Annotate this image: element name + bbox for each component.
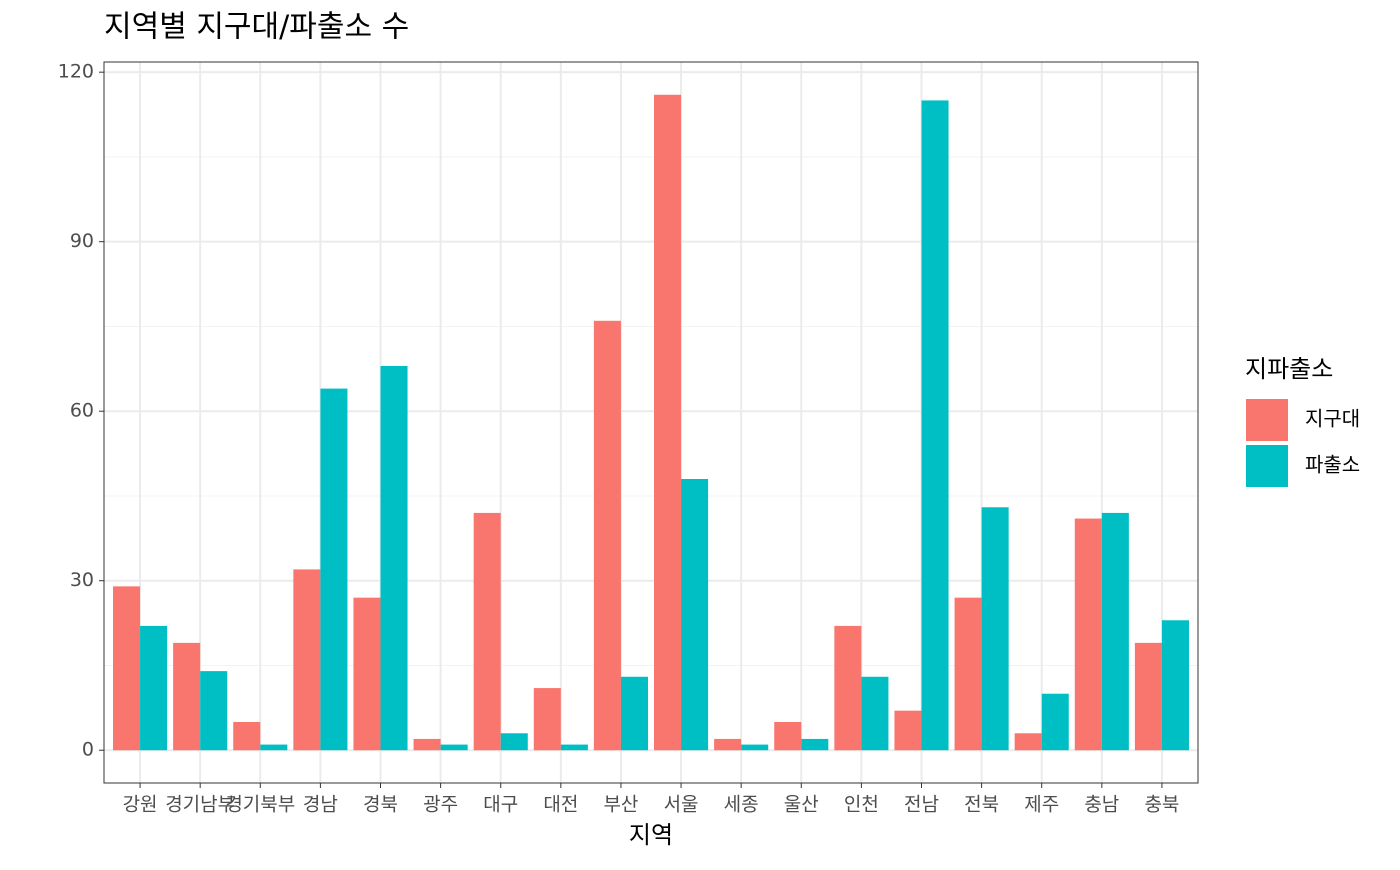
legend-title: 지파출소 bbox=[1245, 355, 1333, 383]
bar bbox=[293, 569, 321, 751]
bar bbox=[620, 676, 648, 751]
bar bbox=[1101, 512, 1129, 751]
plot-border bbox=[103, 61, 1199, 784]
x-tick-label: 충북 bbox=[1144, 794, 1179, 816]
x-tick-label: 전남 bbox=[904, 794, 939, 816]
bar bbox=[1161, 620, 1189, 751]
x-tick-label: 전북 bbox=[964, 794, 999, 816]
legend-label: 파출소 bbox=[1305, 453, 1360, 477]
bar bbox=[834, 625, 862, 751]
y-tick-label: 0 bbox=[82, 739, 94, 761]
bar bbox=[894, 710, 922, 751]
x-tick-label: 서울 bbox=[664, 794, 699, 816]
bar bbox=[560, 744, 588, 751]
chart-title: 지역별 지구대/파출소 수 bbox=[104, 10, 409, 45]
bar bbox=[380, 365, 408, 751]
bar bbox=[473, 512, 501, 751]
bar bbox=[113, 586, 141, 751]
x-tick-label: 대전 bbox=[543, 794, 578, 816]
bar bbox=[353, 597, 381, 751]
x-tick-label: 경기북부 bbox=[225, 794, 295, 816]
bar bbox=[320, 388, 348, 751]
x-tick-label: 경북 bbox=[363, 794, 398, 816]
y-tick-label: 60 bbox=[70, 400, 94, 422]
bar bbox=[801, 738, 829, 751]
x-tick-label: 제주 bbox=[1024, 794, 1059, 816]
x-tick-label: 경남 bbox=[303, 794, 338, 816]
bar bbox=[1041, 693, 1069, 751]
legend-key bbox=[1246, 399, 1288, 441]
bar bbox=[593, 320, 621, 751]
bar bbox=[921, 100, 949, 751]
x-tick-label: 경기남부 bbox=[165, 794, 235, 816]
x-tick-label: 울산 bbox=[784, 794, 819, 816]
bar bbox=[233, 721, 261, 751]
bar bbox=[861, 676, 889, 751]
y-tick-label: 30 bbox=[70, 569, 94, 591]
x-tick-label: 대구 bbox=[483, 794, 518, 816]
bar bbox=[741, 744, 769, 751]
legend-key bbox=[1246, 445, 1288, 487]
bar bbox=[440, 744, 468, 751]
bar bbox=[981, 507, 1009, 751]
x-tick-label: 부산 bbox=[603, 794, 638, 816]
x-tick-label: 충남 bbox=[1084, 794, 1119, 816]
x-tick-label: 광주 bbox=[423, 794, 458, 816]
legend-label: 지구대 bbox=[1305, 407, 1360, 431]
x-axis-title: 지역 bbox=[629, 821, 673, 849]
bar bbox=[1074, 518, 1102, 751]
bar bbox=[260, 744, 288, 751]
y-tick-label: 120 bbox=[58, 61, 94, 83]
bar bbox=[200, 671, 228, 751]
bar bbox=[1014, 733, 1042, 751]
bar bbox=[533, 688, 561, 751]
bar bbox=[500, 733, 528, 751]
bar bbox=[413, 738, 441, 751]
bar bbox=[681, 479, 709, 751]
x-tick-label: 강원 bbox=[123, 794, 158, 816]
bar bbox=[1134, 642, 1162, 751]
bar bbox=[173, 642, 201, 751]
bar bbox=[654, 94, 682, 751]
x-tick-label: 인천 bbox=[844, 794, 879, 816]
bar bbox=[140, 625, 168, 751]
bar bbox=[954, 597, 982, 751]
y-tick-label: 90 bbox=[70, 230, 94, 252]
bar bbox=[774, 721, 802, 751]
bar bbox=[714, 738, 742, 751]
x-tick-label: 세종 bbox=[724, 794, 759, 816]
